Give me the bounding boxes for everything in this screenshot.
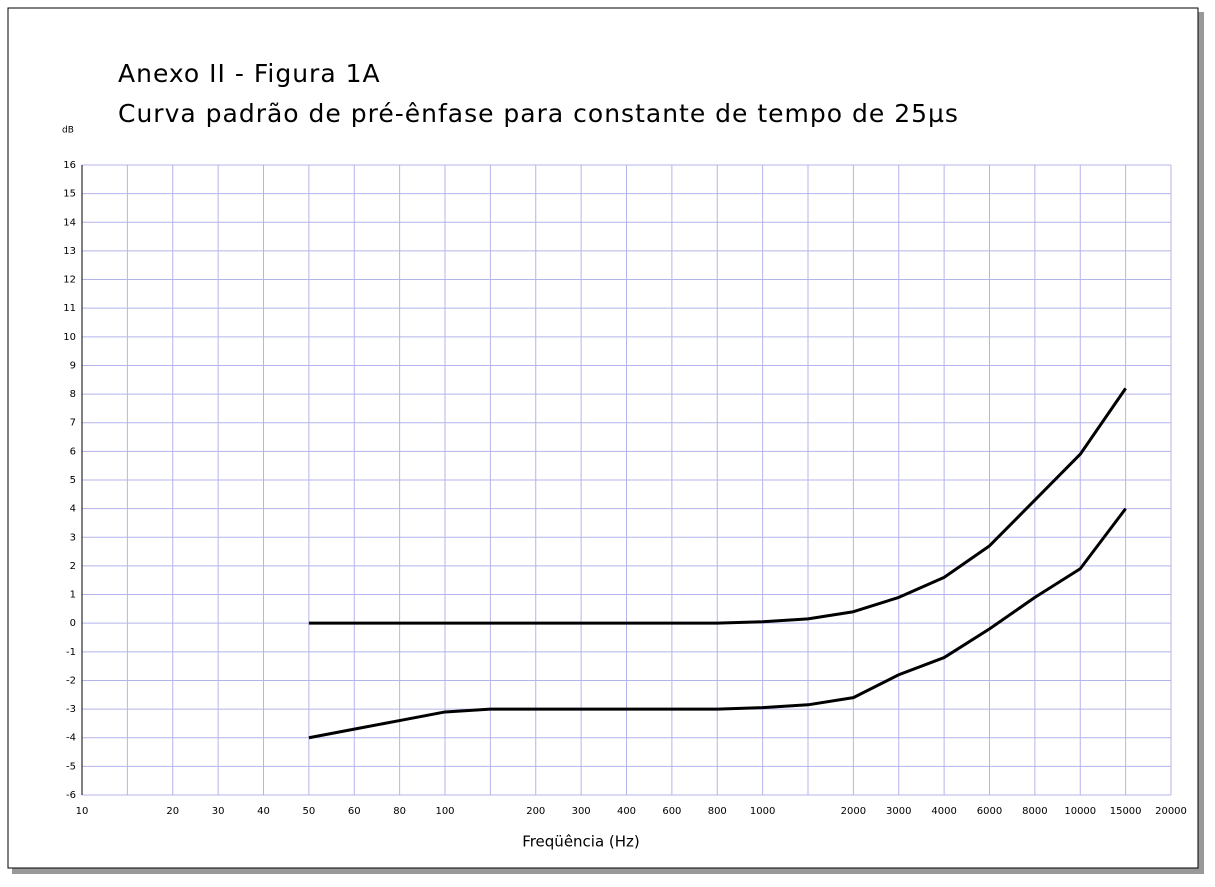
x-axis-label: Freqüência (Hz) (522, 833, 640, 851)
y-tick-label: 10 (63, 332, 76, 343)
x-tick-label: 40 (257, 806, 270, 817)
x-tick-label: 300 (572, 806, 591, 817)
y-tick-label: -3 (66, 704, 76, 715)
x-tick-label: 30 (212, 806, 225, 817)
x-tick-label: 50 (303, 806, 316, 817)
x-tick-label: 6000 (977, 806, 1002, 817)
y-tick-label: 0 (70, 618, 76, 629)
x-tick-label: 10000 (1064, 806, 1096, 817)
x-tick-label: 80 (393, 806, 406, 817)
x-tick-label: 8000 (1022, 806, 1047, 817)
x-tick-label: 400 (617, 806, 636, 817)
x-tick-label: 1000 (750, 806, 775, 817)
x-tick-label: 200 (526, 806, 545, 817)
x-tick-label: 10 (76, 806, 89, 817)
x-tick-label: 4000 (931, 806, 956, 817)
x-tick-label: 20000 (1155, 806, 1187, 817)
frame (7, 7, 1199, 869)
y-tick-label: -2 (66, 675, 76, 686)
y-tick-label: 15 (63, 189, 76, 200)
chart-subtitle: Curva padrão de pré-ênfase para constant… (118, 99, 959, 128)
y-tick-label: 8 (70, 389, 76, 400)
y-tick-label: 7 (70, 418, 76, 429)
y-tick-label: 1 (70, 590, 76, 601)
y-axis-label: dB (62, 126, 74, 136)
y-tick-label: 13 (63, 246, 76, 257)
data-line (308, 507, 1127, 740)
y-tick-label: -1 (66, 647, 76, 658)
data-line (308, 387, 1127, 625)
x-tick-label: 100 (435, 806, 454, 817)
y-tick-label: 9 (70, 360, 76, 371)
y-tick-label: 14 (63, 217, 76, 228)
y-tick-label: 4 (70, 504, 76, 515)
x-tick-label: 800 (708, 806, 727, 817)
x-tick-label: 600 (662, 806, 681, 817)
chart-title: Anexo II - Figura 1A (118, 59, 381, 88)
y-tick-label: 3 (70, 532, 76, 543)
x-tick-label: 20 (166, 806, 179, 817)
y-tick-label: 11 (63, 303, 76, 314)
y-tick-label: 16 (63, 160, 76, 171)
x-tick-label: 15000 (1110, 806, 1142, 817)
y-tick-label: 12 (63, 275, 76, 286)
y-tick-label: 2 (70, 561, 76, 572)
x-tick-label: 3000 (886, 806, 911, 817)
y-tick-label: -5 (66, 761, 76, 772)
x-tick-label: 2000 (841, 806, 866, 817)
x-tick-label: 60 (348, 806, 361, 817)
y-tick-label: -4 (66, 733, 76, 744)
y-tick-label: 5 (70, 475, 76, 486)
y-tick-label: -6 (66, 790, 76, 801)
y-tick-label: 6 (70, 446, 76, 457)
